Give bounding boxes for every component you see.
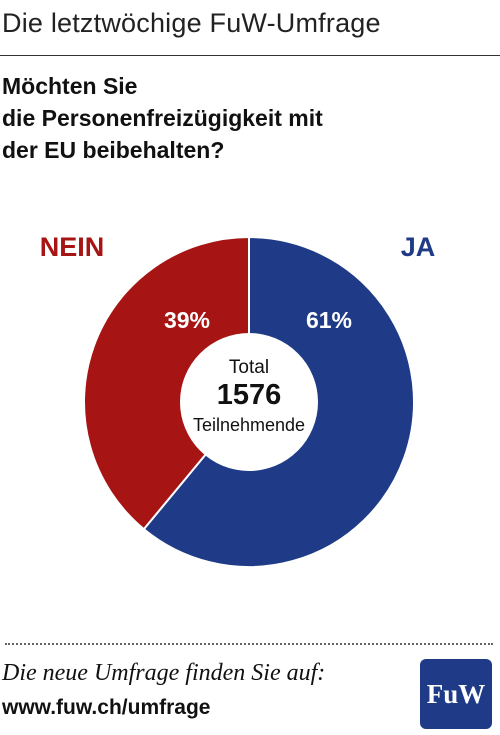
legend-label-ja: JA [401,232,436,262]
pie-slice-nein [83,235,250,531]
legend-label-nein: NEIN [40,232,105,262]
footer-url-link[interactable]: www.fuw.ch/umfrage [2,696,211,719]
header-title: Die letztwöchige FuW-Umfrage [2,8,381,38]
data-label-ja: 61% [306,307,352,333]
donut-chart: NEIN JA 39% 61% Total 1576 Teilnehmende [40,232,436,568]
header-divider [0,55,500,56]
fuw-logo: FuW [420,659,492,729]
data-label-nein: 39% [164,307,210,333]
question-line-2: die Personenfreizügigkeit mit [2,105,323,131]
center-participants-label: Teilnehmende [193,415,305,435]
center-total-number: 1576 [217,379,282,411]
donut-hole [180,333,318,471]
question-title: Möchten Sie die Personenfreizügigkeit mi… [2,70,492,166]
footer-text: Die neue Umfrage finden Sie auf: [2,660,326,686]
footer-divider [5,643,493,645]
question-line-3: der EU beibehalten? [2,137,225,163]
question-line-1: Möchten Sie [2,73,138,99]
center-total-label: Total [229,357,269,378]
